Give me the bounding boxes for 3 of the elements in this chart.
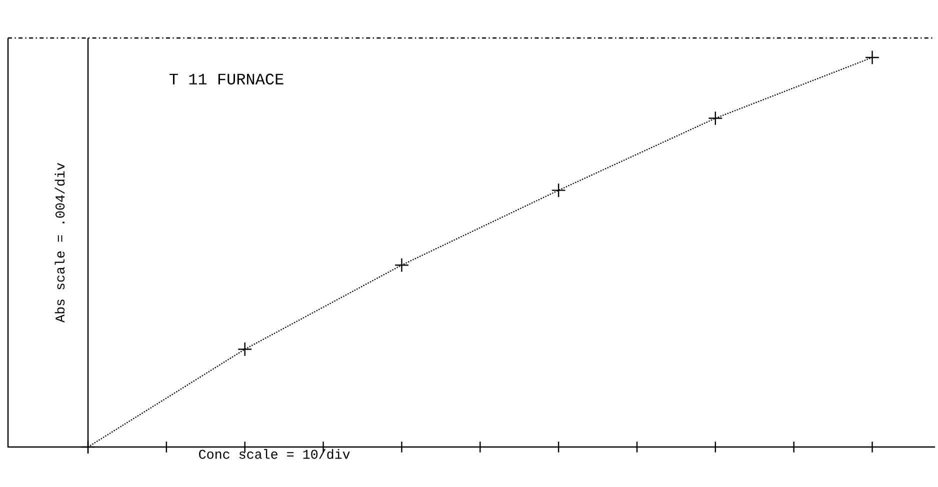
text: T 11 FURNACE xyxy=(170,74,284,84)
y-axis-title: Abs scale = .004/div xyxy=(54,162,65,323)
x-axis-title: Conc scale = 10/div xyxy=(199,449,350,459)
